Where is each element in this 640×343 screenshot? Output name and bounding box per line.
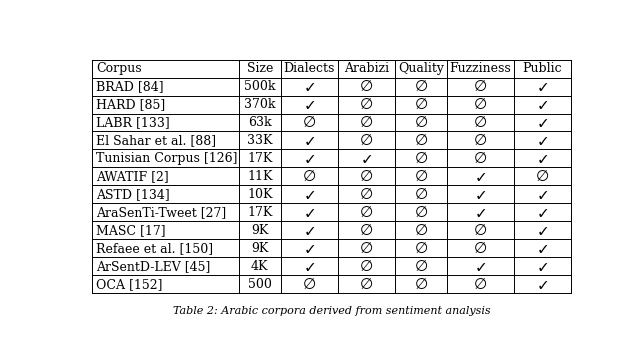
Text: $\emptyset$: $\emptyset$ — [302, 277, 316, 292]
Text: $\emptyset$: $\emptyset$ — [360, 79, 374, 94]
Text: $\emptyset$: $\emptyset$ — [360, 115, 374, 130]
Text: 63k: 63k — [248, 116, 271, 129]
Text: $\checkmark$: $\checkmark$ — [303, 241, 316, 256]
Text: $\emptyset$: $\emptyset$ — [360, 97, 374, 112]
Text: $\checkmark$: $\checkmark$ — [303, 151, 316, 166]
Text: $\checkmark$: $\checkmark$ — [303, 205, 316, 220]
Text: $\checkmark$: $\checkmark$ — [474, 169, 486, 184]
Text: $\emptyset$: $\emptyset$ — [360, 241, 374, 256]
Text: $\checkmark$: $\checkmark$ — [303, 97, 316, 112]
Text: $\checkmark$: $\checkmark$ — [536, 97, 548, 112]
Text: $\emptyset$: $\emptyset$ — [414, 169, 428, 184]
Text: 11K: 11K — [247, 170, 273, 183]
Text: $\checkmark$: $\checkmark$ — [536, 241, 548, 256]
Text: 500k: 500k — [244, 80, 276, 93]
Text: $\checkmark$: $\checkmark$ — [303, 259, 316, 274]
Text: $\checkmark$: $\checkmark$ — [536, 259, 548, 274]
Text: $\emptyset$: $\emptyset$ — [414, 241, 428, 256]
Text: OCA [152]: OCA [152] — [97, 277, 163, 291]
Text: HARD [85]: HARD [85] — [97, 98, 166, 111]
Text: $\emptyset$: $\emptyset$ — [536, 169, 550, 184]
Text: Fuzziness: Fuzziness — [450, 62, 511, 75]
Text: $\emptyset$: $\emptyset$ — [414, 277, 428, 292]
Text: 10K: 10K — [247, 188, 273, 201]
Text: 9K: 9K — [251, 242, 269, 255]
Text: 33K: 33K — [247, 134, 273, 147]
Text: Arabizi: Arabizi — [344, 62, 389, 75]
Text: $\emptyset$: $\emptyset$ — [414, 133, 428, 148]
Text: $\emptyset$: $\emptyset$ — [474, 277, 488, 292]
Text: 9K: 9K — [251, 224, 269, 237]
Text: $\emptyset$: $\emptyset$ — [474, 97, 488, 112]
Text: $\emptyset$: $\emptyset$ — [414, 205, 428, 220]
Text: $\checkmark$: $\checkmark$ — [536, 133, 548, 148]
Text: Refaee et al. [150]: Refaee et al. [150] — [97, 242, 214, 255]
Text: $\emptyset$: $\emptyset$ — [414, 97, 428, 112]
Text: LABR [133]: LABR [133] — [97, 116, 170, 129]
Text: $\checkmark$: $\checkmark$ — [303, 223, 316, 238]
Text: $\checkmark$: $\checkmark$ — [536, 205, 548, 220]
Text: $\emptyset$: $\emptyset$ — [414, 151, 428, 166]
Text: $\emptyset$: $\emptyset$ — [302, 115, 316, 130]
Text: $\emptyset$: $\emptyset$ — [474, 115, 488, 130]
Text: Public: Public — [523, 62, 563, 75]
Text: $\checkmark$: $\checkmark$ — [474, 187, 486, 202]
Text: ASTD [134]: ASTD [134] — [97, 188, 170, 201]
Text: $\checkmark$: $\checkmark$ — [474, 259, 486, 274]
Text: $\checkmark$: $\checkmark$ — [536, 223, 548, 238]
Text: $\emptyset$: $\emptyset$ — [360, 223, 374, 238]
Text: $\checkmark$: $\checkmark$ — [536, 151, 548, 166]
Text: $\checkmark$: $\checkmark$ — [360, 151, 372, 166]
Text: $\checkmark$: $\checkmark$ — [536, 187, 548, 202]
Text: Corpus: Corpus — [97, 62, 142, 75]
Text: $\emptyset$: $\emptyset$ — [414, 115, 428, 130]
Text: $\checkmark$: $\checkmark$ — [303, 187, 316, 202]
Text: $\emptyset$: $\emptyset$ — [414, 187, 428, 202]
Text: Dialects: Dialects — [284, 62, 335, 75]
Text: $\emptyset$: $\emptyset$ — [360, 205, 374, 220]
Text: 370k: 370k — [244, 98, 276, 111]
Text: $\emptyset$: $\emptyset$ — [474, 151, 488, 166]
Text: AWATIF [2]: AWATIF [2] — [97, 170, 169, 183]
Text: $\checkmark$: $\checkmark$ — [303, 79, 316, 94]
Text: $\emptyset$: $\emptyset$ — [414, 259, 428, 274]
Text: $\emptyset$: $\emptyset$ — [360, 133, 374, 148]
Text: $\emptyset$: $\emptyset$ — [302, 169, 316, 184]
Text: $\checkmark$: $\checkmark$ — [536, 277, 548, 292]
Text: $\checkmark$: $\checkmark$ — [536, 115, 548, 130]
Text: El Sahar et al. [88]: El Sahar et al. [88] — [97, 134, 216, 147]
Text: BRAD [84]: BRAD [84] — [97, 80, 164, 93]
Text: Size: Size — [246, 62, 273, 75]
Text: 500: 500 — [248, 277, 272, 291]
Text: 17K: 17K — [247, 152, 273, 165]
Text: ArSentD-LEV [45]: ArSentD-LEV [45] — [97, 260, 211, 273]
Text: $\emptyset$: $\emptyset$ — [474, 79, 488, 94]
Text: 4K: 4K — [251, 260, 269, 273]
Text: $\emptyset$: $\emptyset$ — [474, 223, 488, 238]
Text: $\emptyset$: $\emptyset$ — [414, 79, 428, 94]
Text: $\emptyset$: $\emptyset$ — [474, 241, 488, 256]
Text: $\checkmark$: $\checkmark$ — [303, 133, 316, 148]
Text: $\emptyset$: $\emptyset$ — [360, 169, 374, 184]
Text: Quality: Quality — [398, 62, 444, 75]
Text: Table 2: Arabic corpora derived from sentiment analysis: Table 2: Arabic corpora derived from sen… — [173, 306, 490, 316]
Text: Tunisian Corpus [126]: Tunisian Corpus [126] — [97, 152, 238, 165]
Text: $\checkmark$: $\checkmark$ — [474, 205, 486, 220]
Text: $\emptyset$: $\emptyset$ — [414, 223, 428, 238]
Text: $\emptyset$: $\emptyset$ — [360, 259, 374, 274]
Text: $\emptyset$: $\emptyset$ — [360, 277, 374, 292]
Text: 17K: 17K — [247, 206, 273, 219]
Text: MASC [17]: MASC [17] — [97, 224, 166, 237]
Text: $\emptyset$: $\emptyset$ — [474, 133, 488, 148]
Text: $\emptyset$: $\emptyset$ — [360, 187, 374, 202]
Text: AraSenTi-Tweet [27]: AraSenTi-Tweet [27] — [97, 206, 227, 219]
Text: $\checkmark$: $\checkmark$ — [536, 79, 548, 94]
